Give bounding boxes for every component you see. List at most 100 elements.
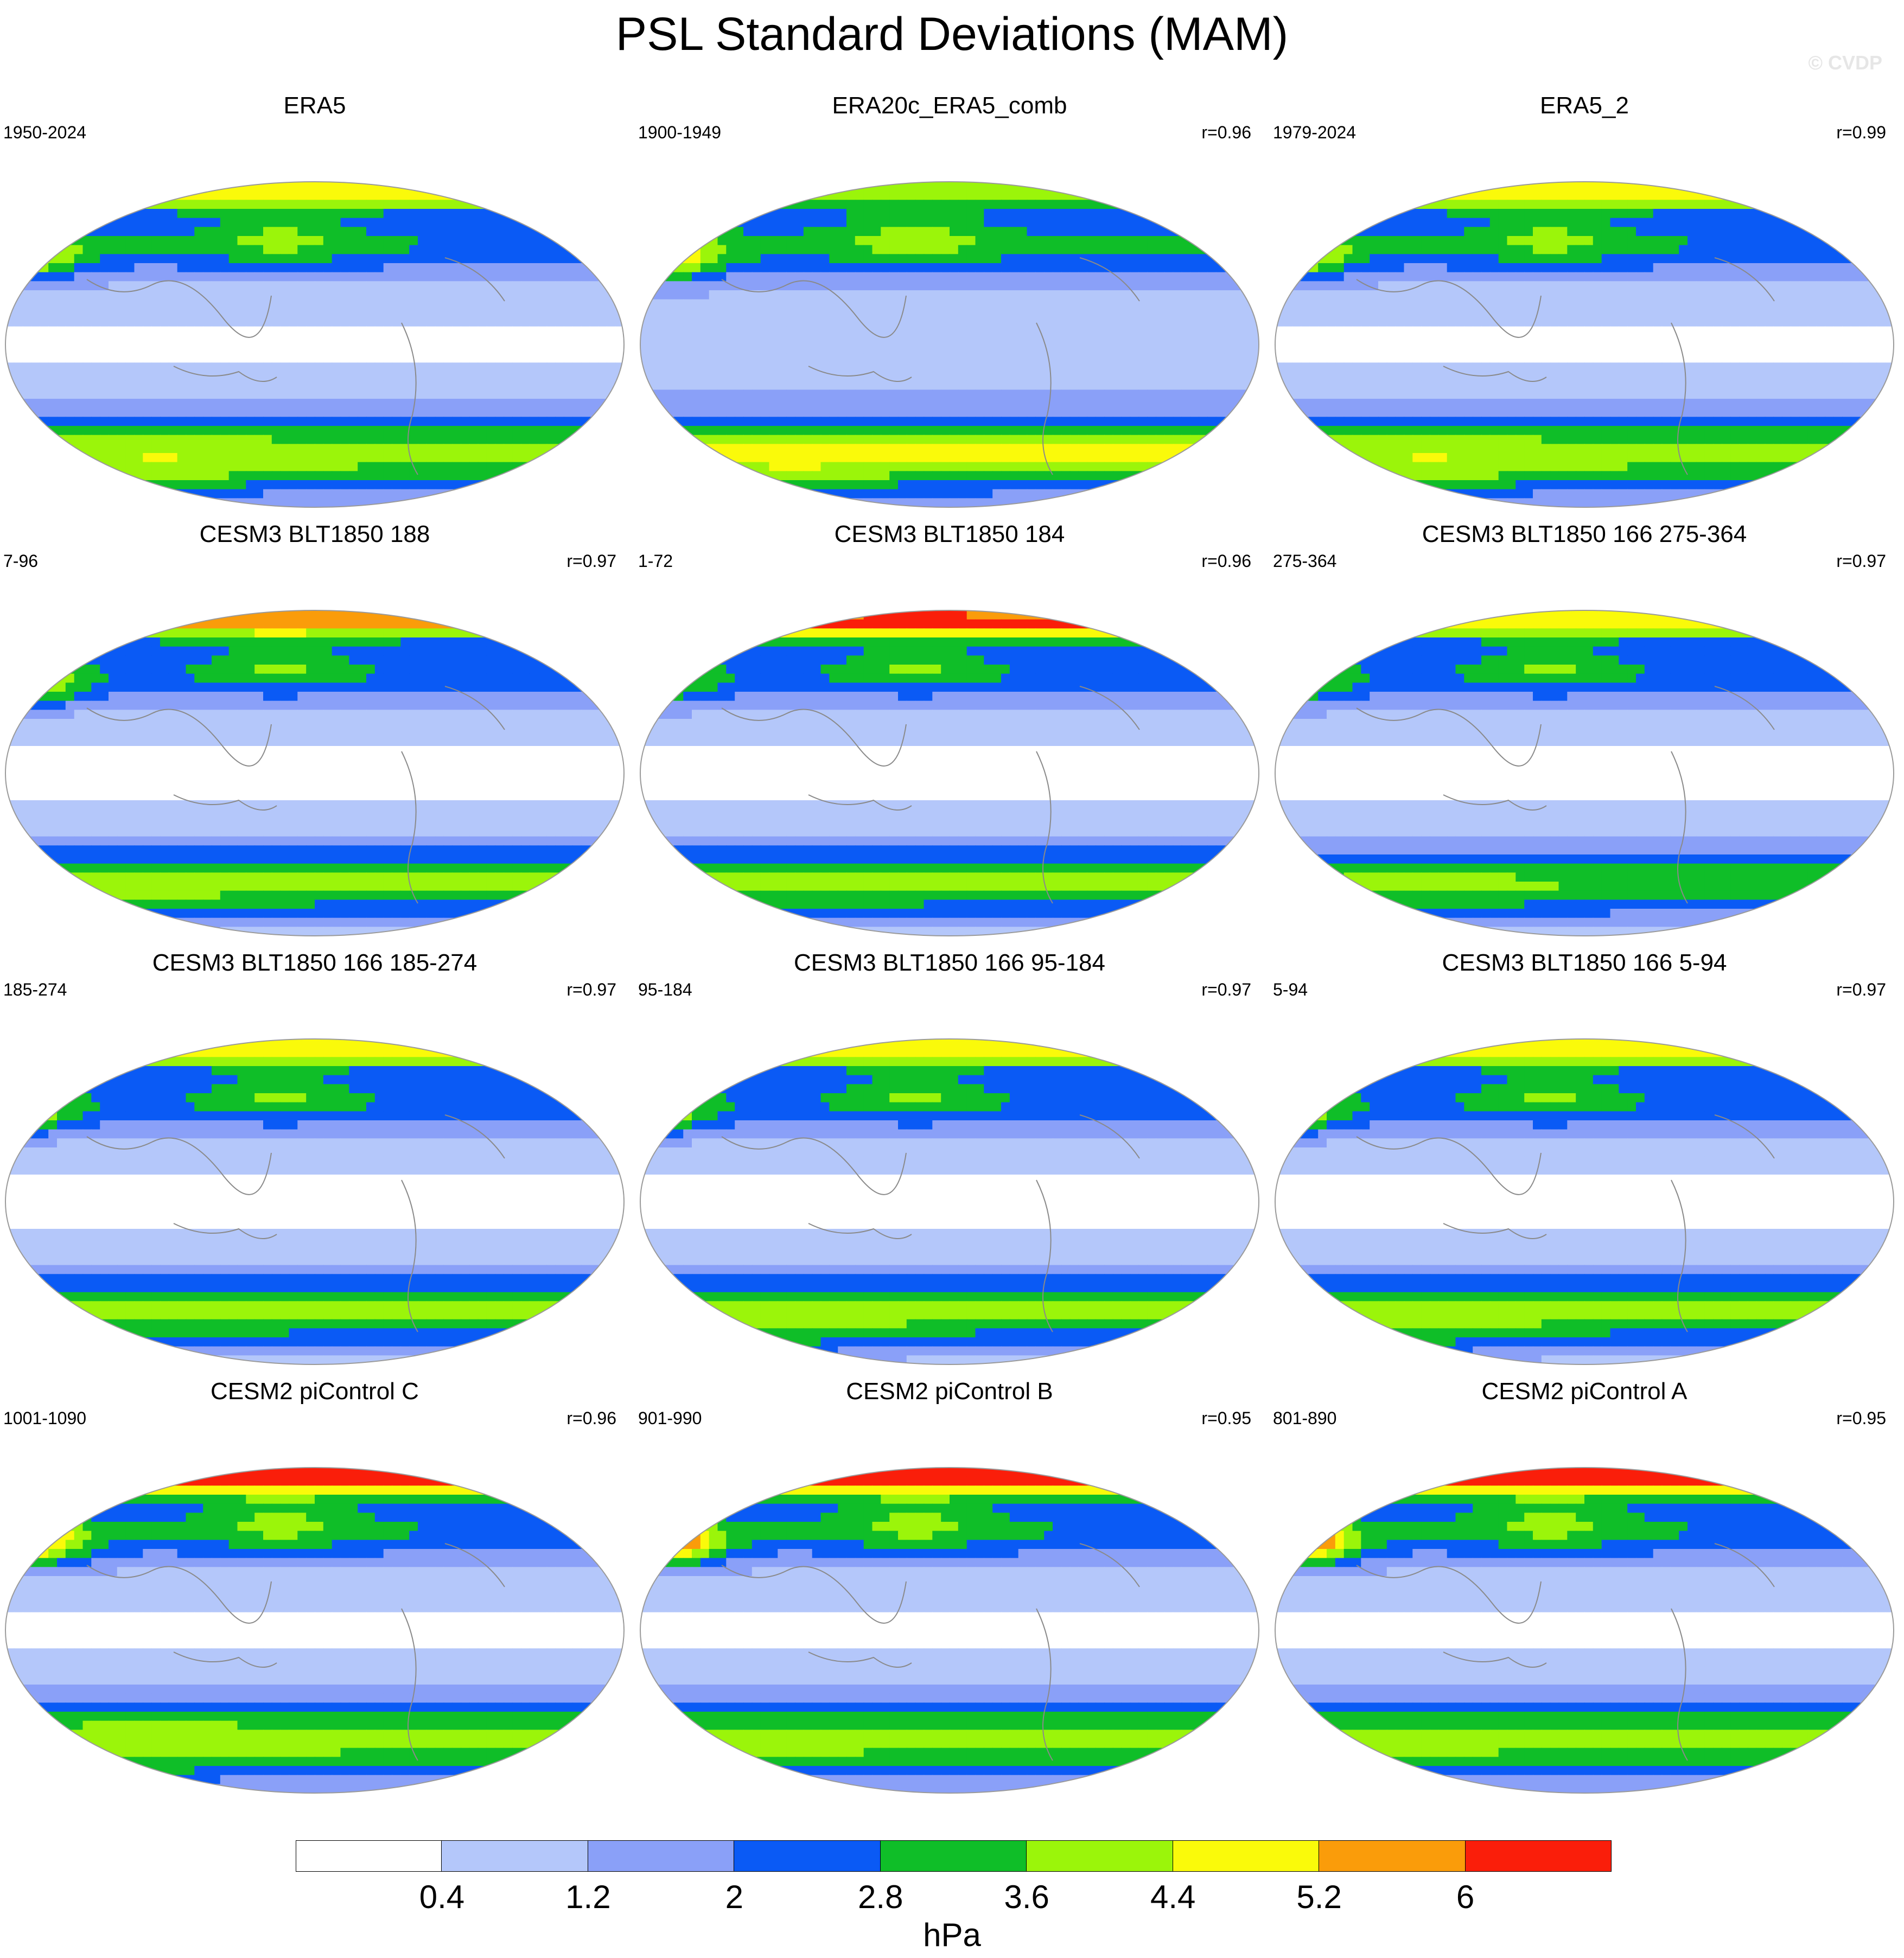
map-panel: CESM3 BLT1850 166 5-94 5-94 r=0.97: [1270, 949, 1899, 1378]
map-panel: CESM3 BLT1850 166 275-364 275-364 r=0.97: [1270, 521, 1899, 949]
map-panel: ERA5 1950-2024: [0, 92, 629, 521]
coastline: [721, 686, 1140, 904]
panel-period: 7-96: [3, 551, 38, 571]
psl-stddev-map: [1275, 1467, 1894, 1794]
map-outline: [5, 181, 625, 508]
map-panel: CESM3 BLT1850 184 1-72 r=0.96: [635, 521, 1264, 949]
coastline: [721, 1543, 1140, 1761]
cvdp-watermark: © CVDP: [1808, 52, 1882, 74]
panel-period: 5-94: [1273, 980, 1308, 1000]
panel-pattern-correlation: r=0.95: [1836, 1408, 1886, 1428]
panel-period: 1979-2024: [1273, 123, 1356, 143]
psl-stddev-map: [1275, 181, 1894, 508]
map-outline: [1275, 1467, 1894, 1794]
colorbar-tick-label: 1.2: [565, 1878, 610, 1916]
panel-title: CESM3 BLT1850 166 185-274: [0, 949, 629, 977]
map-panel: ERA20c_ERA5_comb 1900-1949 r=0.96: [635, 92, 1264, 521]
colorbar-swatch: [1319, 1840, 1466, 1872]
panel-pattern-correlation: r=0.96: [1201, 551, 1251, 571]
psl-stddev-map: [5, 610, 625, 936]
panel-title: CESM2 piControl A: [1270, 1378, 1899, 1405]
psl-stddev-map: [5, 181, 625, 508]
colorbar-tick-label: 6: [1456, 1878, 1474, 1916]
psl-stddev-map: [1275, 1038, 1894, 1365]
coastline: [86, 686, 505, 904]
panel-title: ERA5: [0, 92, 629, 119]
coastline: [86, 257, 505, 475]
colorbar-tick-label: 2: [725, 1878, 743, 1916]
map-outline: [640, 610, 1259, 936]
colorbar-unit-label: hPa: [0, 1916, 1904, 1954]
coastline: [1356, 1543, 1775, 1761]
map-outline: [640, 1038, 1259, 1365]
panel-pattern-correlation: r=0.97: [1836, 980, 1886, 1000]
colorbar-swatch: [1027, 1840, 1173, 1872]
panel-title: CESM2 piControl C: [0, 1378, 629, 1405]
panel-period: 801-890: [1273, 1408, 1336, 1428]
psl-stddev-map: [640, 1467, 1259, 1794]
panel-title: CESM2 piControl B: [635, 1378, 1264, 1405]
map-outline: [1275, 610, 1894, 936]
colorbar-swatch: [588, 1840, 735, 1872]
psl-stddev-map: [640, 1038, 1259, 1365]
colorbar-swatch: [734, 1840, 881, 1872]
colorbar-swatch: [442, 1840, 588, 1872]
panel-title: ERA20c_ERA5_comb: [635, 92, 1264, 119]
map-panel: CESM3 BLT1850 188 7-96 r=0.97: [0, 521, 629, 949]
psl-stddev-map: [5, 1038, 625, 1365]
coastline: [1356, 686, 1775, 904]
panel-title: CESM3 BLT1850 188: [0, 521, 629, 548]
panel-title: CESM3 BLT1850 166 275-364: [1270, 521, 1899, 548]
colorbar-tick-label: 2.8: [858, 1878, 903, 1916]
panel-pattern-correlation: r=0.97: [1836, 551, 1886, 571]
panel-pattern-correlation: r=0.95: [1201, 1408, 1251, 1428]
panel-period: 1001-1090: [3, 1408, 86, 1428]
map-outline: [640, 181, 1259, 508]
map-panel: CESM3 BLT1850 166 95-184 95-184 r=0.97: [635, 949, 1264, 1378]
panel-title: ERA5_2: [1270, 92, 1899, 119]
panel-title: CESM3 BLT1850 166 95-184: [635, 949, 1264, 977]
panel-title: CESM3 BLT1850 184: [635, 521, 1264, 548]
panel-pattern-correlation: r=0.97: [1201, 980, 1251, 1000]
coastline: [1356, 1114, 1775, 1332]
coastline: [1356, 257, 1775, 475]
coastline: [721, 257, 1140, 475]
coastline: [86, 1114, 505, 1332]
panel-period: 1950-2024: [3, 123, 86, 143]
map-panel: CESM2 piControl C 1001-1090 r=0.96: [0, 1378, 629, 1807]
panel-period: 901-990: [638, 1408, 702, 1428]
map-panel: CESM2 piControl A 801-890 r=0.95: [1270, 1378, 1899, 1807]
panel-period: 275-364: [1273, 551, 1336, 571]
panel-period: 185-274: [3, 980, 67, 1000]
colorbar-swatch: [296, 1840, 442, 1872]
panel-title: CESM3 BLT1850 166 5-94: [1270, 949, 1899, 977]
coastline: [721, 1114, 1140, 1332]
map-panel: CESM2 piControl B 901-990 r=0.95: [635, 1378, 1264, 1807]
colorbar-swatch: [880, 1840, 1027, 1872]
panel-pattern-correlation: r=0.97: [566, 551, 616, 571]
psl-stddev-map: [1275, 610, 1894, 936]
map-outline: [5, 610, 625, 936]
map-panel: ERA5_2 1979-2024 r=0.99: [1270, 92, 1899, 521]
coastline: [86, 1543, 505, 1761]
panel-period: 95-184: [638, 980, 692, 1000]
panel-period: 1900-1949: [638, 123, 721, 143]
psl-stddev-map: [5, 1467, 625, 1794]
map-outline: [5, 1038, 625, 1365]
figure-title: PSL Standard Deviations (MAM): [0, 8, 1904, 61]
colorbar-tick-label: 3.6: [1004, 1878, 1049, 1916]
panel-pattern-correlation: r=0.99: [1836, 123, 1886, 143]
colorbar-tick-label: 4.4: [1150, 1878, 1195, 1916]
map-outline: [1275, 1038, 1894, 1365]
map-outline: [5, 1467, 625, 1794]
map-outline: [1275, 181, 1894, 508]
colorbar-swatch: [1173, 1840, 1320, 1872]
panel-period: 1-72: [638, 551, 673, 571]
panel-pattern-correlation: r=0.96: [566, 1408, 616, 1428]
colorbar-tick-label: 5.2: [1296, 1878, 1341, 1916]
psl-stddev-map: [640, 181, 1259, 508]
colorbar-swatch: [1465, 1840, 1612, 1872]
psl-stddev-map: [640, 610, 1259, 936]
map-outline: [640, 1467, 1259, 1794]
colorbar-tick-label: 0.4: [419, 1878, 464, 1916]
